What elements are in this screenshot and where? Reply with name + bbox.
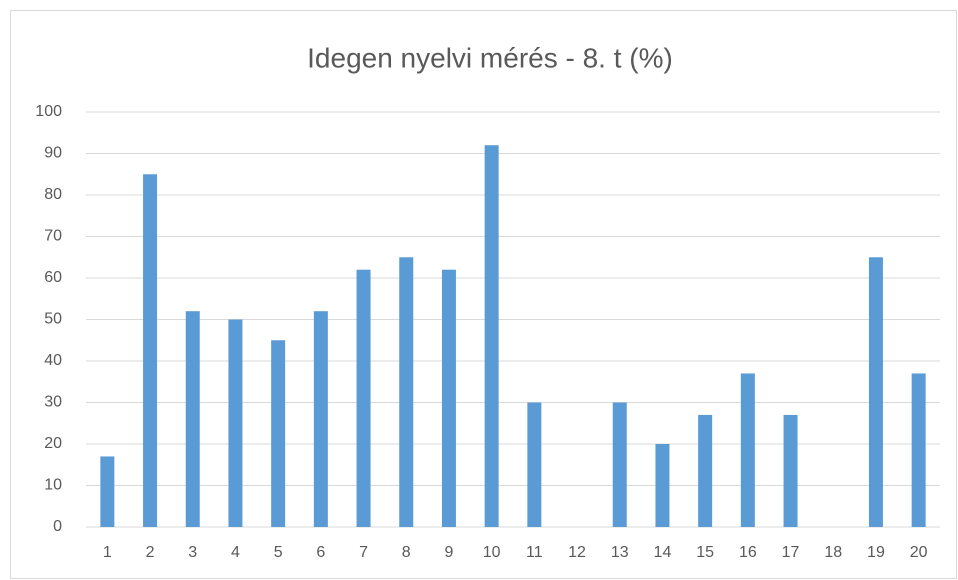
bar (185, 311, 200, 527)
y-tick-label: 70 (44, 228, 62, 245)
y-tick-label: 30 (44, 394, 62, 411)
x-tick-label: 12 (568, 544, 586, 561)
x-tick-label: 16 (739, 544, 757, 561)
bar (740, 373, 755, 527)
bar (399, 257, 414, 527)
bar (612, 402, 627, 527)
x-tick-label: 19 (867, 544, 885, 561)
bar (783, 414, 798, 527)
x-tick-label: 14 (654, 544, 672, 561)
x-tick-label: 10 (483, 544, 501, 561)
chart-frame (10, 10, 957, 579)
bar (655, 444, 670, 527)
bar (271, 340, 286, 527)
x-tick-label: 1 (103, 544, 112, 561)
bar (527, 402, 542, 527)
y-tick-label: 50 (44, 311, 62, 328)
x-tick-label: 6 (316, 544, 325, 561)
bar (228, 319, 243, 527)
bar (313, 311, 328, 527)
y-tick-label: 20 (44, 435, 62, 452)
x-tick-label: 5 (274, 544, 283, 561)
bar (484, 145, 499, 527)
x-tick-label: 11 (526, 544, 543, 561)
y-tick-label: 100 (35, 103, 62, 120)
bar (911, 373, 926, 527)
y-tick-label: 80 (44, 186, 62, 203)
x-tick-label: 7 (359, 544, 368, 561)
bar (441, 269, 456, 527)
y-tick-label: 60 (44, 269, 62, 286)
x-tick-label: 13 (611, 544, 629, 561)
bar (100, 456, 115, 527)
bar (868, 257, 883, 527)
x-tick-label: 4 (231, 544, 240, 561)
x-tick-label: 9 (444, 544, 453, 561)
x-tick-label: 15 (696, 544, 714, 561)
x-tick-label: 20 (910, 544, 928, 561)
x-tick-label: 3 (188, 544, 197, 561)
bar (143, 174, 158, 527)
bar (698, 414, 713, 527)
x-tick-label: 17 (782, 544, 800, 561)
y-tick-label: 40 (44, 352, 62, 369)
y-tick-label: 10 (44, 477, 62, 494)
x-tick-label: 18 (824, 544, 842, 561)
x-tick-label: 8 (402, 544, 411, 561)
chart-title: Idegen nyelvi mérés - 8. t (%) (307, 42, 673, 73)
bar (356, 269, 371, 527)
y-tick-label: 90 (44, 145, 62, 162)
x-tick-label: 2 (146, 544, 155, 561)
y-tick-label: 0 (53, 518, 62, 535)
